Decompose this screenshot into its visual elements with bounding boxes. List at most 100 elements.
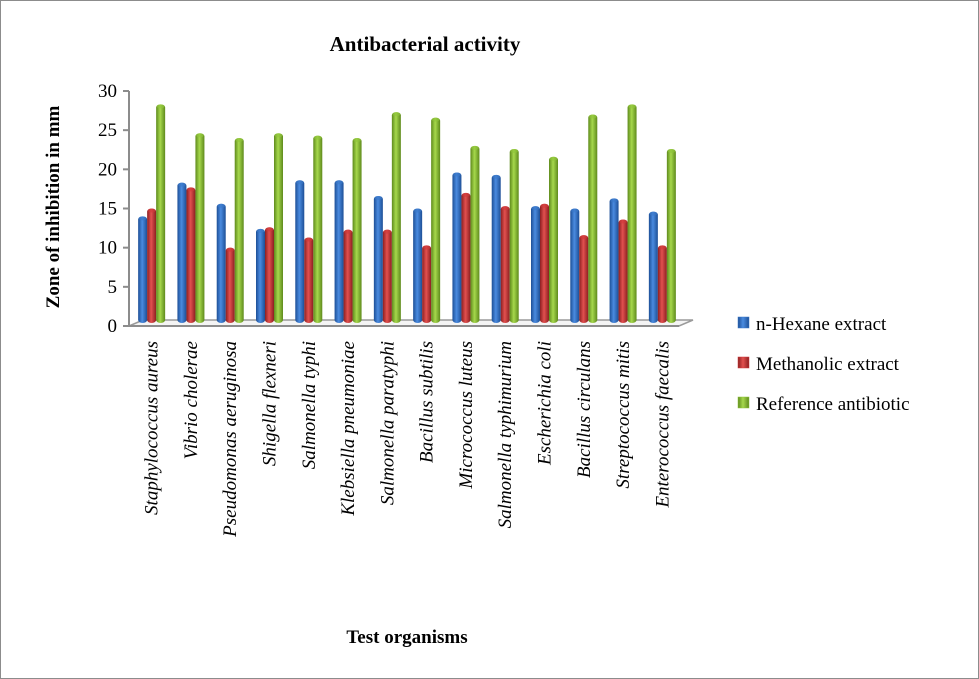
bar-cap bbox=[413, 208, 422, 213]
x-tick-label: Klebsiella pneumoniae bbox=[338, 341, 359, 517]
bar-cap bbox=[422, 245, 431, 250]
x-tick-label: Staphylococcus aureus bbox=[142, 341, 163, 515]
bar-cap bbox=[667, 148, 676, 153]
bar-methanolic-extract-4 bbox=[304, 237, 314, 323]
bar-reference-antibiotic-6 bbox=[391, 112, 401, 324]
bar-n-hexane-extract-13 bbox=[648, 211, 658, 323]
bar-methanolic-extract-11 bbox=[579, 235, 589, 323]
bar-n-hexane-extract-7 bbox=[413, 208, 423, 323]
bar-cap bbox=[549, 156, 558, 161]
bar-cap bbox=[138, 216, 147, 221]
bar-n-hexane-extract-11 bbox=[570, 208, 580, 323]
bar-n-hexane-extract-5 bbox=[334, 180, 344, 323]
y-tick-label: 0 bbox=[108, 316, 118, 337]
bar-cap bbox=[658, 245, 667, 250]
x-tick-label: Bacillus circulans bbox=[574, 341, 595, 478]
legend-swatch-1 bbox=[737, 356, 750, 369]
legend-label-0: n-Hexane extract bbox=[756, 314, 887, 335]
x-tick-label: Salmonella paratyphi bbox=[377, 341, 398, 505]
bar-cap bbox=[226, 247, 235, 252]
bar-reference-antibiotic-7 bbox=[431, 117, 441, 323]
bar-cap bbox=[235, 138, 244, 142]
legend-label-2: Reference antibiotic bbox=[756, 394, 910, 415]
bar-cap bbox=[588, 114, 597, 119]
bar-cap bbox=[649, 211, 658, 216]
legend-label-1: Methanolic extract bbox=[756, 354, 900, 375]
bar-reference-antibiotic-5 bbox=[352, 138, 362, 323]
legend-swatch-0 bbox=[737, 316, 750, 329]
bar-cap bbox=[510, 148, 519, 153]
bar-cap bbox=[217, 203, 226, 208]
x-tick-label: Vibrio cholerae bbox=[181, 341, 202, 459]
bar-n-hexane-extract-8 bbox=[452, 172, 462, 323]
bar-reference-antibiotic-11 bbox=[588, 114, 598, 323]
bar-cap bbox=[156, 104, 165, 109]
x-tick-label: Salmonella typhimurium bbox=[495, 341, 516, 528]
bar-cap bbox=[295, 180, 304, 185]
bar-reference-antibiotic-3 bbox=[274, 133, 283, 323]
bar-cap bbox=[470, 145, 479, 150]
bar-n-hexane-extract-1 bbox=[177, 182, 187, 323]
bar-cap bbox=[392, 112, 401, 117]
bar-cap bbox=[353, 138, 362, 142]
y-tick-label: 30 bbox=[98, 81, 117, 102]
bar-methanolic-extract-13 bbox=[657, 245, 667, 323]
bar-cap bbox=[265, 227, 274, 232]
bar-cap bbox=[610, 198, 619, 203]
x-tick-label: Salmonella typhi bbox=[299, 341, 320, 469]
bar-reference-antibiotic-4 bbox=[313, 135, 323, 323]
bar-cap bbox=[256, 228, 265, 233]
x-tick-label: Enterococcus faecalis bbox=[652, 341, 673, 509]
x-tick-label: Micrococcus luteus bbox=[456, 341, 477, 490]
bar-cap bbox=[431, 117, 440, 122]
bar-cap bbox=[452, 172, 461, 177]
bar-n-hexane-extract-10 bbox=[531, 206, 540, 323]
y-tick-label: 20 bbox=[98, 159, 117, 180]
x-tick-label: Streptococcus mitis bbox=[613, 341, 634, 489]
y-tick-label: 25 bbox=[98, 120, 117, 141]
bar-methanolic-extract-6 bbox=[382, 229, 392, 323]
bar-n-hexane-extract-12 bbox=[609, 198, 619, 323]
bar-methanolic-extract-9 bbox=[500, 206, 510, 323]
bar-methanolic-extract-0 bbox=[147, 208, 157, 323]
bar-cap bbox=[177, 182, 186, 187]
bar-methanolic-extract-12 bbox=[618, 219, 628, 323]
bar-reference-antibiotic-1 bbox=[195, 133, 205, 323]
bar-cap bbox=[313, 135, 322, 140]
bar-reference-antibiotic-10 bbox=[549, 156, 558, 323]
bar-cap bbox=[619, 219, 628, 224]
x-tick-label: Bacillus subtilis bbox=[417, 341, 438, 463]
bar-n-hexane-extract-9 bbox=[491, 174, 501, 323]
y-axis-label: Zone of inhibition in mm bbox=[43, 105, 64, 308]
bar-n-hexane-extract-6 bbox=[373, 195, 383, 323]
bar-methanolic-extract-8 bbox=[461, 192, 471, 323]
y-tick-label: 5 bbox=[108, 277, 118, 298]
bar-cap bbox=[304, 237, 313, 242]
bar-n-hexane-extract-4 bbox=[295, 180, 305, 323]
bar-reference-antibiotic-2 bbox=[234, 138, 244, 323]
bar-methanolic-extract-10 bbox=[540, 203, 549, 323]
bar-methanolic-extract-1 bbox=[186, 187, 196, 323]
bar-cap bbox=[344, 229, 353, 234]
bar-cap bbox=[335, 180, 344, 185]
bar-methanolic-extract-5 bbox=[343, 229, 353, 323]
y-tick-label: 15 bbox=[98, 199, 117, 220]
bar-methanolic-extract-7 bbox=[422, 245, 432, 323]
bar-cap bbox=[461, 192, 470, 197]
bar-cap bbox=[274, 133, 283, 138]
bar-cap bbox=[531, 206, 540, 211]
bar-cap bbox=[628, 104, 637, 109]
bar-n-hexane-extract-2 bbox=[216, 203, 226, 323]
bar-cap bbox=[147, 208, 156, 213]
bar-reference-antibiotic-13 bbox=[666, 148, 676, 323]
y-tick-label: 10 bbox=[98, 238, 117, 259]
bar-reference-antibiotic-9 bbox=[509, 148, 519, 323]
bar-cap bbox=[195, 133, 204, 138]
bar-cap bbox=[501, 206, 510, 211]
x-tick-label: Pseudomonas aeruginosa bbox=[220, 341, 241, 538]
bar-cap bbox=[374, 195, 383, 200]
bar-cap bbox=[492, 174, 501, 179]
bar-cap bbox=[570, 208, 579, 213]
